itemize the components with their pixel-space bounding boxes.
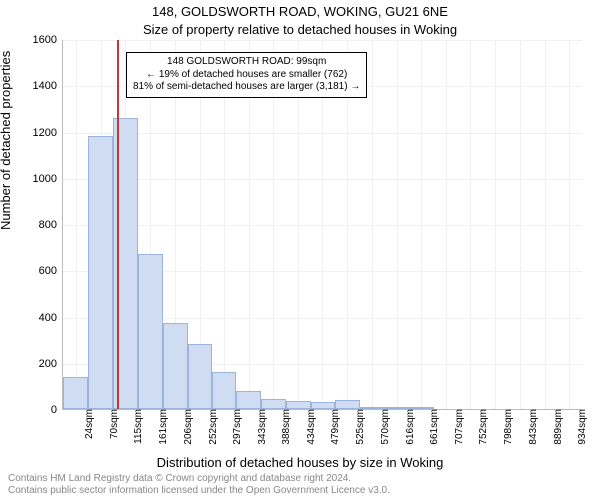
histogram-bar — [163, 323, 188, 409]
gridline-v — [569, 40, 570, 409]
ytick-label: 200 — [39, 358, 63, 370]
gridline-v — [470, 40, 471, 409]
xtick-label: 752sqm — [474, 409, 489, 445]
xtick-label: 889sqm — [549, 409, 564, 445]
xtick-label: 206sqm — [179, 409, 194, 445]
xtick-label: 525sqm — [351, 409, 366, 445]
histogram-bar — [311, 402, 335, 409]
histogram-bar — [188, 344, 212, 409]
xtick-label: 434sqm — [302, 409, 317, 445]
xtick-label: 707sqm — [450, 409, 465, 445]
marker-line — [117, 40, 119, 409]
ytick-label: 1400 — [33, 80, 63, 92]
histogram-bar — [212, 372, 236, 409]
chart-title-main: 148, GOLDSWORTH ROAD, WOKING, GU21 6NE — [0, 4, 600, 19]
xtick-label: 70sqm — [105, 409, 120, 439]
chart-container: 148, GOLDSWORTH ROAD, WOKING, GU21 6NE S… — [0, 0, 600, 500]
ytick-label: 400 — [39, 312, 63, 324]
histogram-bar — [335, 400, 360, 409]
xtick-label: 24sqm — [80, 409, 95, 439]
annotation-line: 81% of semi-detached houses are larger (… — [133, 81, 360, 94]
annotation-line: ← 19% of detached houses are smaller (76… — [133, 69, 360, 82]
xtick-label: 661sqm — [425, 409, 440, 445]
xtick-label: 343sqm — [253, 409, 268, 445]
ytick-label: 800 — [39, 219, 63, 231]
xtick-label: 798sqm — [499, 409, 514, 445]
annotation-box: 148 GOLDSWORTH ROAD: 99sqm← 19% of detac… — [126, 52, 367, 98]
gridline-v — [520, 40, 521, 409]
plot-area: 0200400600800100012001400160024sqm70sqm1… — [62, 40, 582, 410]
histogram-bar — [138, 254, 163, 409]
xtick-label: 252sqm — [204, 409, 219, 445]
y-axis-label: Number of detached properties — [0, 51, 13, 230]
xtick-label: 115sqm — [129, 409, 144, 444]
xtick-label: 297sqm — [228, 409, 243, 445]
gridline-v — [421, 40, 422, 409]
histogram-bar — [409, 407, 433, 409]
chart-title-sub: Size of property relative to detached ho… — [0, 22, 600, 37]
ytick-label: 600 — [39, 265, 63, 277]
footer-line-2: Contains public sector information licen… — [8, 485, 390, 497]
gridline-v — [446, 40, 447, 409]
xtick-label: 934sqm — [573, 409, 588, 445]
ytick-label: 1000 — [33, 173, 63, 185]
ytick-label: 1200 — [33, 127, 63, 139]
gridline-v — [372, 40, 373, 409]
xtick-label: 479sqm — [326, 409, 341, 445]
gridline-v — [545, 40, 546, 409]
xtick-label: 570sqm — [376, 409, 391, 445]
ytick-label: 0 — [51, 404, 63, 416]
gridline-v — [495, 40, 496, 409]
histogram-bar — [360, 407, 384, 409]
ytick-label: 1600 — [33, 34, 63, 46]
histogram-bar — [236, 391, 261, 410]
histogram-bar — [286, 401, 311, 409]
x-axis-label: Distribution of detached houses by size … — [0, 455, 600, 470]
gridline-v — [76, 40, 77, 409]
histogram-bar — [88, 136, 113, 409]
footer-attribution: Contains HM Land Registry data © Crown c… — [8, 473, 390, 496]
xtick-label: 388sqm — [277, 409, 292, 445]
annotation-line: 148 GOLDSWORTH ROAD: 99sqm — [133, 56, 360, 69]
histogram-bar — [63, 377, 88, 409]
histogram-bar — [261, 399, 285, 409]
xtick-label: 161sqm — [154, 409, 169, 445]
xtick-label: 616sqm — [401, 409, 416, 445]
footer-line-1: Contains HM Land Registry data © Crown c… — [8, 473, 390, 485]
gridline-v — [397, 40, 398, 409]
xtick-label: 843sqm — [524, 409, 539, 445]
histogram-bar — [384, 407, 409, 409]
